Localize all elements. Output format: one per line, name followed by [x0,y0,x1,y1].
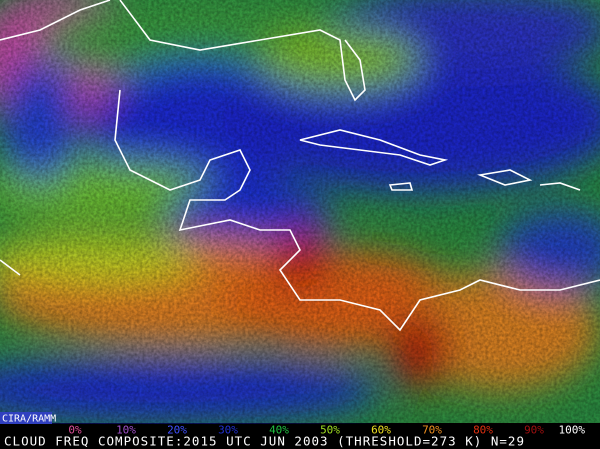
colorbar-label: 10% [116,424,136,437]
colorbar-label: 60% [371,424,391,437]
caption: CLOUD FREQ COMPOSITE:2015 UTC JUN 2003 (… [4,434,524,449]
colorbar-label: 90% [524,424,544,437]
colorbar-label: 80% [473,424,493,437]
colorbar-label: 20% [167,424,187,437]
colorbar-label: 70% [422,424,442,437]
credit: CIRA/RAMM [2,414,56,425]
legend-background [0,424,600,449]
coastlines [0,0,600,332]
colorbar-label: 100% [559,424,586,437]
colorbar-label: 40% [269,424,289,437]
cloud-field [0,0,600,423]
colorbar-label: 50% [320,424,340,437]
colorbar-label: 0% [68,424,82,437]
legend-strip: CIRA/RAMM CLOUD FREQ COMPOSITE:2015 UTC … [0,412,600,449]
credit-box [0,412,52,424]
colorbar-label: 30% [218,424,238,437]
